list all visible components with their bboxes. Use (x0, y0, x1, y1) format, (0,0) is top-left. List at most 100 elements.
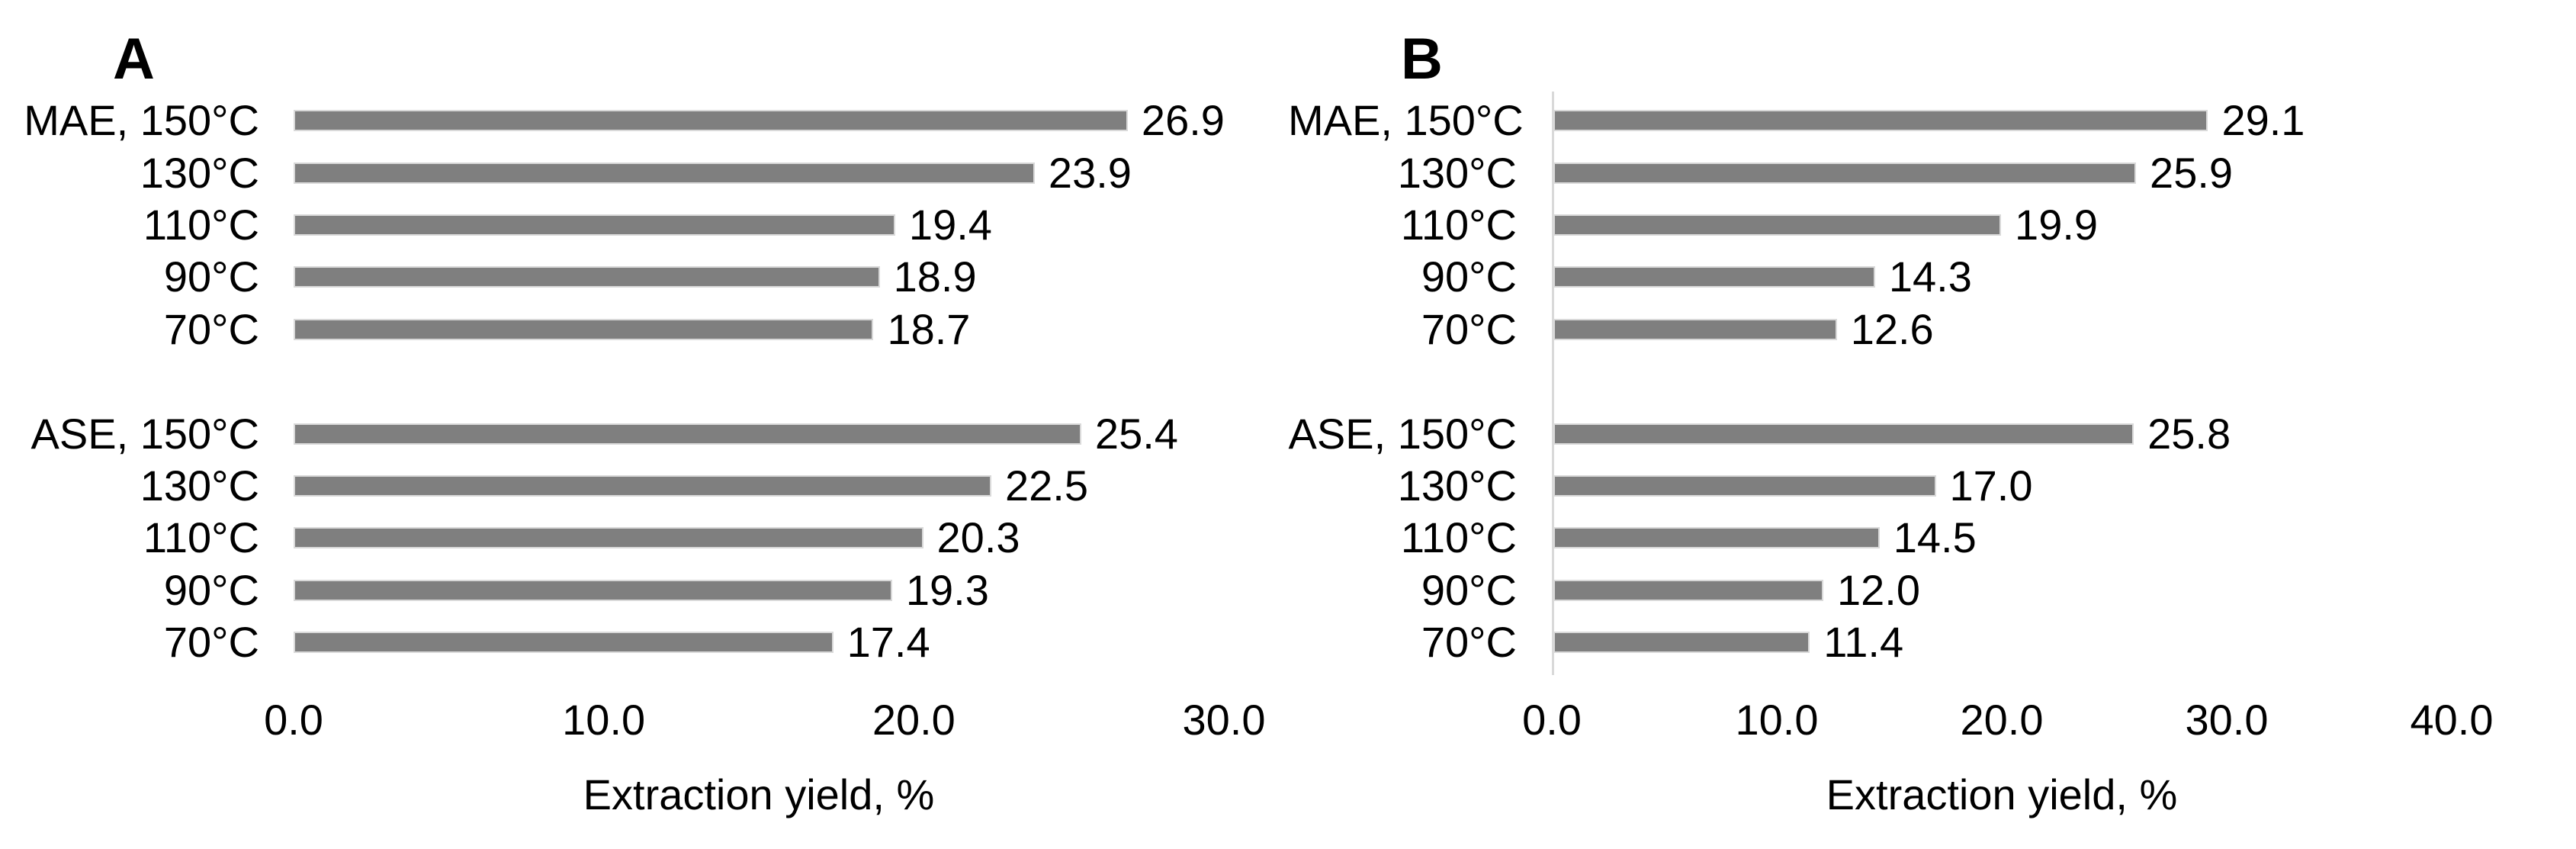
bar (294, 579, 892, 601)
x-tick: 30.0 (1182, 696, 1266, 744)
bar-track: 26.9 (294, 95, 1225, 146)
value-label: 12.6 (1850, 304, 1934, 353)
bar-track: 19.4 (294, 199, 1224, 251)
x-tick: 40.0 (2410, 696, 2494, 744)
bar (1553, 527, 1880, 549)
x-tick: 30.0 (2185, 696, 2269, 744)
bar (294, 214, 895, 236)
bar-row: ASE, 150°C 25.4 (0, 407, 1224, 459)
category-label: 130°C (1397, 461, 1517, 510)
value-label: 19.3 (905, 565, 989, 614)
bar-track: 25.8 (1553, 407, 2453, 459)
category-label: 90°C (1421, 565, 1517, 614)
bar-rows-b: MAE, 150°C 29.1 130°C 25.9 110°C 19.9 (1288, 95, 2453, 668)
value-label: 29.1 (2221, 96, 2305, 145)
category-label: MAE, 150°C (24, 96, 259, 145)
category-label: 110°C (143, 200, 259, 249)
bar (294, 318, 874, 340)
x-tick: 20.0 (1960, 696, 2044, 744)
value-label: 18.9 (893, 252, 977, 301)
bar-row: 90°C 19.3 (0, 564, 1224, 616)
value-label: 18.7 (887, 304, 971, 353)
chart-panel-b: B MAE, 150°C 29.1 130°C 25.9 110°C (1288, 0, 2576, 849)
category-label: 130°C (140, 148, 259, 197)
value-label: 25.9 (2150, 148, 2234, 197)
x-axis-ticks-a: 0.0 10.0 20.0 30.0 (264, 696, 1265, 744)
bar-track: 19.9 (1553, 199, 2453, 251)
value-label: 19.9 (2015, 200, 2099, 249)
category-label: ASE, 150°C (1288, 409, 1517, 458)
category-label: 110°C (143, 513, 259, 562)
group-gap (1288, 355, 2453, 407)
bar (1553, 110, 2208, 132)
x-axis-title-b: Extraction yield, % (1826, 770, 2178, 818)
bar (1553, 423, 2134, 445)
chart-panel-a: A MAE, 150°C 26.9 130°C 23.9 110°C (0, 27, 1265, 816)
category-label: 130°C (140, 461, 259, 510)
bar-row: 70°C 18.7 (0, 304, 1224, 355)
y-axis-line (1552, 92, 1554, 675)
panel-label-a: A (113, 27, 155, 92)
bar-track: 14.3 (1553, 251, 2453, 303)
bar (294, 632, 834, 654)
bar-track: 18.7 (294, 304, 1224, 355)
bar-row: 70°C 12.6 (1288, 304, 2453, 355)
bar-track: 22.5 (294, 460, 1224, 512)
value-label: 25.8 (2147, 409, 2231, 458)
bar (1553, 266, 1875, 288)
bar-row: 130°C 17.0 (1288, 460, 2453, 512)
category-label: 130°C (1397, 148, 1517, 197)
bar-track: 18.9 (294, 251, 1224, 303)
group-gap (0, 355, 1224, 407)
bar (294, 527, 923, 549)
bar-row: 90°C 14.3 (1288, 251, 2453, 303)
x-tick: 10.0 (1735, 696, 1819, 744)
bar-row: 130°C 25.9 (1288, 146, 2453, 198)
bar-row: 70°C 11.4 (1288, 616, 2453, 668)
value-label: 25.4 (1094, 409, 1178, 458)
bar-track: 12.6 (1553, 304, 2453, 355)
bar-track: 14.5 (1553, 512, 2453, 564)
bar (1553, 318, 1837, 340)
bar-row: 130°C 23.9 (0, 146, 1224, 198)
bar-track: 17.0 (1553, 460, 2453, 512)
bar-track: 25.4 (294, 407, 1224, 459)
category-label: 70°C (1421, 304, 1517, 353)
bar-row: 110°C 14.5 (1288, 512, 2453, 564)
value-label: 12.0 (1837, 565, 1920, 614)
x-tick: 10.0 (562, 696, 646, 744)
bar-track: 12.0 (1553, 564, 2453, 616)
x-tick: 20.0 (872, 696, 956, 744)
bar (294, 162, 1035, 184)
category-label: 110°C (1400, 513, 1517, 562)
bar-row: 110°C 19.9 (1288, 199, 2453, 251)
bar-row: MAE, 150°C 29.1 (1288, 95, 2453, 146)
bar-track: 23.9 (294, 146, 1224, 198)
bar (1553, 632, 1810, 654)
value-label: 14.5 (1893, 513, 1977, 562)
bar-row: 110°C 20.3 (0, 512, 1224, 564)
bar-track: 29.1 (1553, 95, 2453, 146)
category-label: MAE, 150°C (1288, 96, 1524, 145)
bar (294, 110, 1128, 132)
bar-row: 130°C 22.5 (0, 460, 1224, 512)
value-label: 20.3 (936, 513, 1020, 562)
bar-row: 90°C 12.0 (1288, 564, 2453, 616)
x-tick: 0.0 (264, 696, 323, 744)
bar (1553, 579, 1823, 601)
bar-track: 25.9 (1553, 146, 2453, 198)
category-label: 70°C (163, 304, 259, 353)
category-label: 70°C (1421, 618, 1517, 667)
value-label: 17.4 (846, 618, 930, 667)
bar (1553, 474, 1936, 497)
category-label: 110°C (1400, 200, 1517, 249)
bar-row: ASE, 150°C 25.8 (1288, 407, 2453, 459)
bar-track: 19.3 (294, 564, 1224, 616)
bar-row: 70°C 17.4 (0, 616, 1224, 668)
bar-row: 90°C 18.9 (0, 251, 1224, 303)
bar-row: MAE, 150°C 26.9 (0, 95, 1225, 146)
value-label: 26.9 (1141, 96, 1225, 145)
value-label: 11.4 (1823, 618, 1904, 667)
category-label: 90°C (163, 252, 259, 301)
